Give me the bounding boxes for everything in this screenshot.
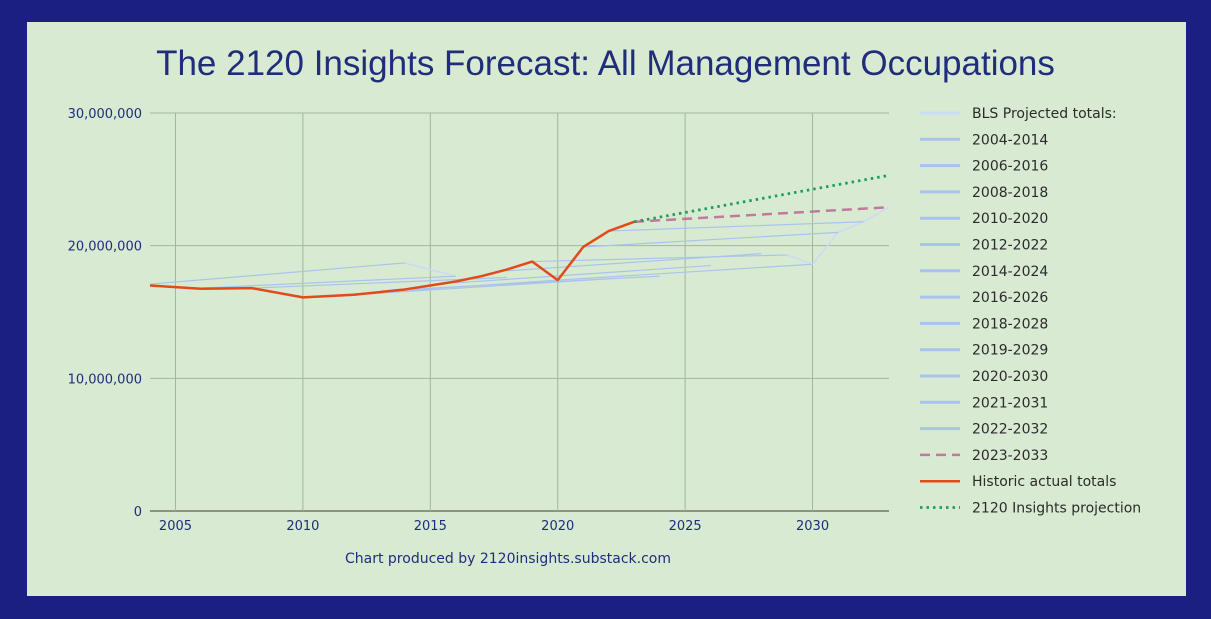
series-line-2020-2030: [557, 263, 813, 281]
legend-label: 2008-2018: [972, 185, 1048, 201]
y-tick-label: 30,000,000: [68, 107, 142, 122]
projection-connector-line: [786, 206, 890, 266]
x-tick-label: 2010: [286, 519, 319, 534]
legend-label: 2010-2020: [972, 211, 1048, 227]
x-tick-label: 2030: [796, 519, 829, 534]
y-tick-label: 20,000,000: [68, 240, 142, 255]
legend-label: 2012-2022: [972, 238, 1048, 254]
series-line-2022-2032: [608, 221, 864, 232]
legend-label: Historic actual totals: [972, 474, 1116, 490]
chart-credit: Chart produced by 2120insights.substack.…: [345, 551, 671, 567]
legend-label: 2022-2032: [972, 422, 1048, 438]
legend-label: 2018-2028: [972, 316, 1048, 332]
legend-label: 2016-2026: [972, 290, 1048, 306]
projection-connector-line: [404, 262, 456, 277]
x-tick-label: 2025: [669, 519, 702, 534]
chart-title: The 2120 Insights Forecast: All Manageme…: [156, 44, 1055, 83]
series-line-2014-2024: [404, 275, 660, 291]
chart-panel: [27, 22, 1186, 596]
legend-label: 2006-2016: [972, 159, 1048, 175]
series-line-2016-2026: [455, 264, 711, 284]
legend-header: BLS Projected totals:: [972, 106, 1117, 122]
legend-label: 2021-2031: [972, 395, 1048, 411]
legend-label: 2023-2033: [972, 448, 1048, 464]
legend-label: 2004-2014: [972, 132, 1048, 148]
legend-label: 2019-2029: [972, 343, 1048, 359]
legend-label: 2020-2030: [972, 369, 1048, 385]
series-line-historic-actual-totals: [149, 220, 635, 299]
x-tick-label: 2020: [541, 519, 574, 534]
x-axis-ticks: 2005 2010 2015 2020 2025 2030: [159, 519, 829, 534]
series-lines: [149, 173, 890, 299]
y-axis-ticks: 0 10,000,000 20,000,000 30,000,000: [68, 107, 142, 520]
series-line-2023-2033: [634, 205, 890, 224]
x-tick-label: 2005: [159, 519, 192, 534]
legend: BLS Projected totals: 2004-2014 2006-2016 2…: [920, 106, 1141, 517]
y-tick-label: 0: [134, 505, 142, 520]
legend-label: 2014-2024: [972, 264, 1048, 280]
series-line-2021-2031: [583, 231, 839, 248]
x-tick-label: 2015: [414, 519, 447, 534]
series-line-2120-insights-projection: [633, 173, 890, 224]
legend-label: 2120 Insights projection: [972, 501, 1141, 517]
series-line-2006-2016: [200, 275, 456, 289]
grid-lines: [150, 112, 889, 512]
series-line-2004-2014: [149, 262, 405, 285]
series-line-2019-2029: [532, 254, 788, 263]
y-tick-label: 10,000,000: [68, 372, 142, 387]
